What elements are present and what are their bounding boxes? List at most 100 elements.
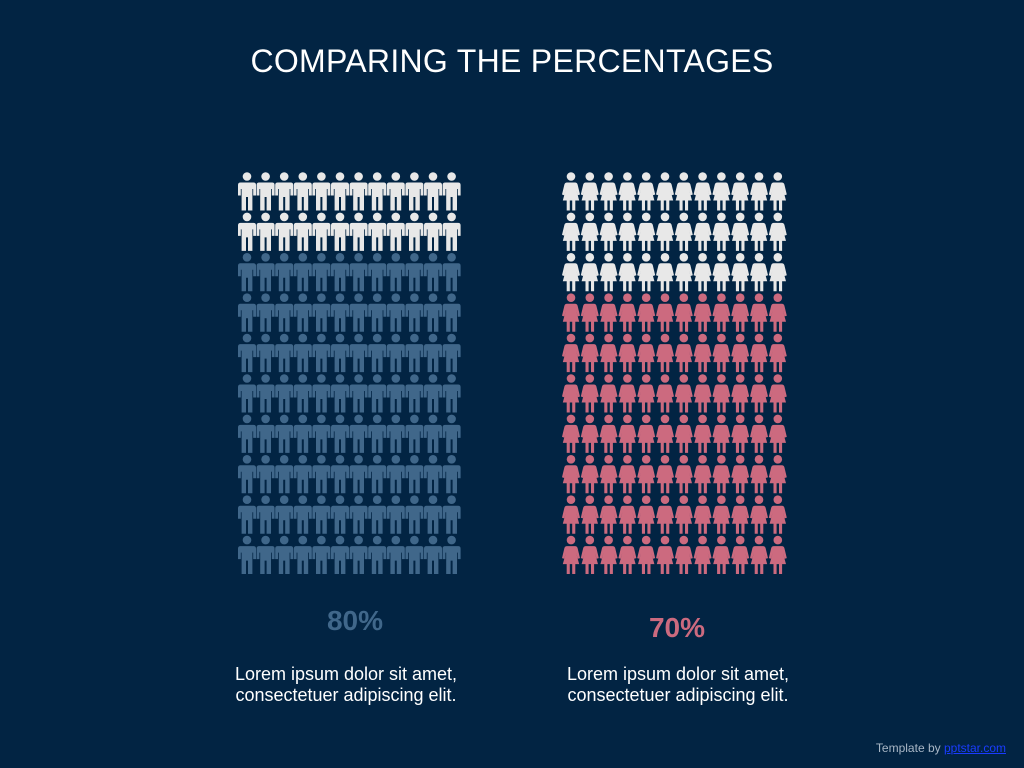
woman-icon xyxy=(768,374,787,413)
man-icon xyxy=(368,212,387,251)
women-percentage: 70% xyxy=(648,612,706,643)
man-icon xyxy=(238,495,256,534)
man-icon xyxy=(405,293,424,332)
man-icon xyxy=(349,253,368,292)
man-icon xyxy=(368,495,387,534)
woman-icon xyxy=(599,172,618,211)
woman-icon xyxy=(580,212,599,251)
woman-icon xyxy=(618,293,637,332)
man-icon xyxy=(405,495,424,534)
woman-icon xyxy=(562,253,580,292)
man-icon xyxy=(238,455,256,494)
woman-icon xyxy=(674,414,693,453)
man-icon xyxy=(331,172,349,211)
man-icon xyxy=(368,455,387,494)
woman-icon xyxy=(768,535,787,574)
woman-icon xyxy=(768,212,787,251)
woman-icon xyxy=(674,293,693,332)
woman-icon xyxy=(618,212,637,251)
man-icon xyxy=(275,172,294,211)
man-icon xyxy=(442,212,461,251)
man-icon xyxy=(424,333,442,373)
man-icon xyxy=(368,374,387,413)
woman-icon xyxy=(693,293,712,332)
woman-icon xyxy=(562,455,580,494)
man-icon xyxy=(349,535,368,574)
man-icon xyxy=(275,212,294,251)
woman-icon xyxy=(618,414,637,453)
woman-icon xyxy=(712,172,731,211)
man-icon xyxy=(312,172,331,211)
man-icon xyxy=(238,212,256,251)
man-icon xyxy=(349,172,368,211)
man-icon xyxy=(275,253,294,292)
man-icon xyxy=(368,172,387,211)
man-icon xyxy=(331,535,349,574)
man-icon xyxy=(331,414,349,453)
man-icon xyxy=(405,172,424,211)
man-icon xyxy=(349,414,368,453)
woman-icon xyxy=(656,374,674,413)
woman-icon xyxy=(618,535,637,574)
woman-icon xyxy=(731,495,750,534)
woman-icon xyxy=(562,495,580,534)
woman-icon xyxy=(580,455,599,494)
man-icon xyxy=(275,455,294,494)
man-icon xyxy=(256,535,275,574)
woman-icon xyxy=(674,253,693,292)
woman-icon xyxy=(562,293,580,332)
man-icon xyxy=(442,374,461,413)
woman-icon xyxy=(768,253,787,292)
woman-icon xyxy=(618,455,637,494)
man-icon xyxy=(405,455,424,494)
man-icon xyxy=(442,253,461,292)
man-icon xyxy=(386,495,405,534)
woman-icon xyxy=(674,455,693,494)
woman-icon xyxy=(674,212,693,251)
man-icon xyxy=(238,253,256,292)
man-icon xyxy=(442,495,461,534)
woman-icon xyxy=(731,455,750,494)
woman-icon xyxy=(618,172,637,211)
man-icon xyxy=(349,212,368,251)
man-icon xyxy=(386,172,405,211)
man-icon xyxy=(293,414,312,453)
woman-icon xyxy=(599,212,618,251)
man-icon xyxy=(349,495,368,534)
woman-icon xyxy=(750,414,768,453)
woman-icon xyxy=(712,293,731,332)
woman-icon xyxy=(656,455,674,494)
woman-icon xyxy=(599,253,618,292)
woman-icon xyxy=(750,253,768,292)
woman-icon xyxy=(580,253,599,292)
man-icon xyxy=(312,455,331,494)
woman-icon xyxy=(562,172,580,211)
woman-icon xyxy=(637,535,656,574)
man-icon xyxy=(424,172,442,211)
man-icon xyxy=(275,374,294,413)
man-icon xyxy=(293,172,312,211)
woman-icon xyxy=(618,333,637,373)
man-icon xyxy=(386,253,405,292)
woman-icon xyxy=(693,333,712,373)
man-icon xyxy=(442,455,461,494)
woman-icon xyxy=(580,495,599,534)
woman-icon xyxy=(580,414,599,453)
template-credit: Template by pptstar.com xyxy=(876,741,1006,755)
man-icon xyxy=(331,374,349,413)
man-icon xyxy=(424,212,442,251)
man-icon xyxy=(405,414,424,453)
man-icon xyxy=(256,374,275,413)
man-icon xyxy=(424,535,442,574)
man-icon xyxy=(256,495,275,534)
man-icon xyxy=(293,212,312,251)
man-icon xyxy=(442,414,461,453)
man-icon xyxy=(238,414,256,453)
woman-icon xyxy=(768,455,787,494)
woman-icon xyxy=(562,374,580,413)
woman-icon xyxy=(750,293,768,332)
man-icon xyxy=(293,535,312,574)
credit-link[interactable]: pptstar.com xyxy=(943,741,1006,755)
woman-icon xyxy=(599,414,618,453)
woman-icon xyxy=(637,495,656,534)
